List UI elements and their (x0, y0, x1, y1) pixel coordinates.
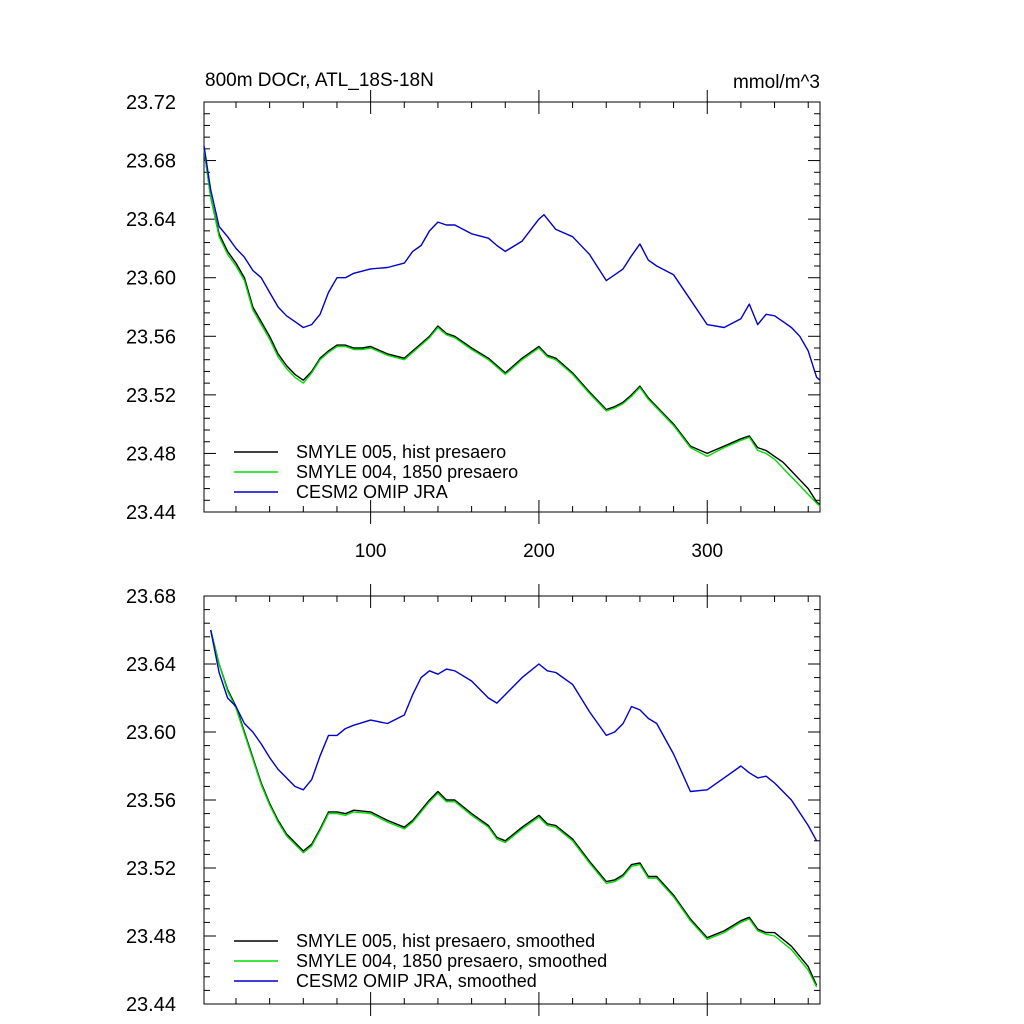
bottom-panel: 23.44 23.48 23.52 23.56 23.60 23.64 23.68 SMYL… (126, 584, 821, 1016)
series-line (203, 148, 821, 506)
y-tick-label: 23.68 (126, 151, 176, 173)
series-line (210, 629, 818, 986)
legend-label: SMYLE 005, hist presaero (296, 442, 506, 462)
y-tick-label: 23.56 (126, 790, 176, 812)
y-tick-label: 23.60 (126, 268, 176, 290)
y-tick-label: 23.64 (126, 654, 176, 676)
top-panel: 800m DOCr, ATL_18S-18N mmol/m^3 23.44 23.… (126, 70, 821, 562)
legend-label: CESM2 OMIP JRA (296, 482, 448, 502)
y-tick-label: 23.52 (126, 858, 176, 880)
y-tick-label: 23.68 (126, 586, 176, 608)
legend-label: CESM2 OMIP JRA, smoothed (296, 971, 537, 991)
series-line (210, 629, 818, 988)
y-tick-label: 23.60 (126, 722, 176, 744)
y-tick-label: 23.44 (126, 502, 176, 524)
legend-label: SMYLE 005, hist presaero, smoothed (296, 931, 595, 951)
y-tick-label: 23.56 (126, 326, 176, 348)
y-tick-label: 23.48 (126, 443, 176, 465)
y-tick-label: 23.52 (126, 385, 176, 407)
y-tick-label: 23.48 (126, 926, 176, 948)
series-line (203, 145, 821, 381)
plot-frame (203, 101, 821, 513)
units-label: mmol/m^3 (733, 72, 820, 93)
legend-bottom: SMYLE 005, hist presaero, smoothedSMYLE … (234, 931, 607, 991)
y-tick-label: 23.44 (126, 994, 176, 1016)
x-tick-label: 200 (523, 541, 555, 562)
y-tick-label: 23.72 (126, 92, 176, 114)
x-tick-label: 300 (691, 541, 723, 562)
legend-label: SMYLE 004, 1850 presaero, smoothed (296, 951, 607, 971)
chart-title: 800m DOCr, ATL_18S-18N (205, 70, 434, 91)
x-tick-label: 100 (355, 541, 387, 562)
series-line (203, 148, 821, 507)
y-tick-label: 23.64 (126, 209, 176, 231)
legend-label: SMYLE 004, 1850 presaero (296, 462, 518, 482)
series-line (210, 629, 818, 842)
